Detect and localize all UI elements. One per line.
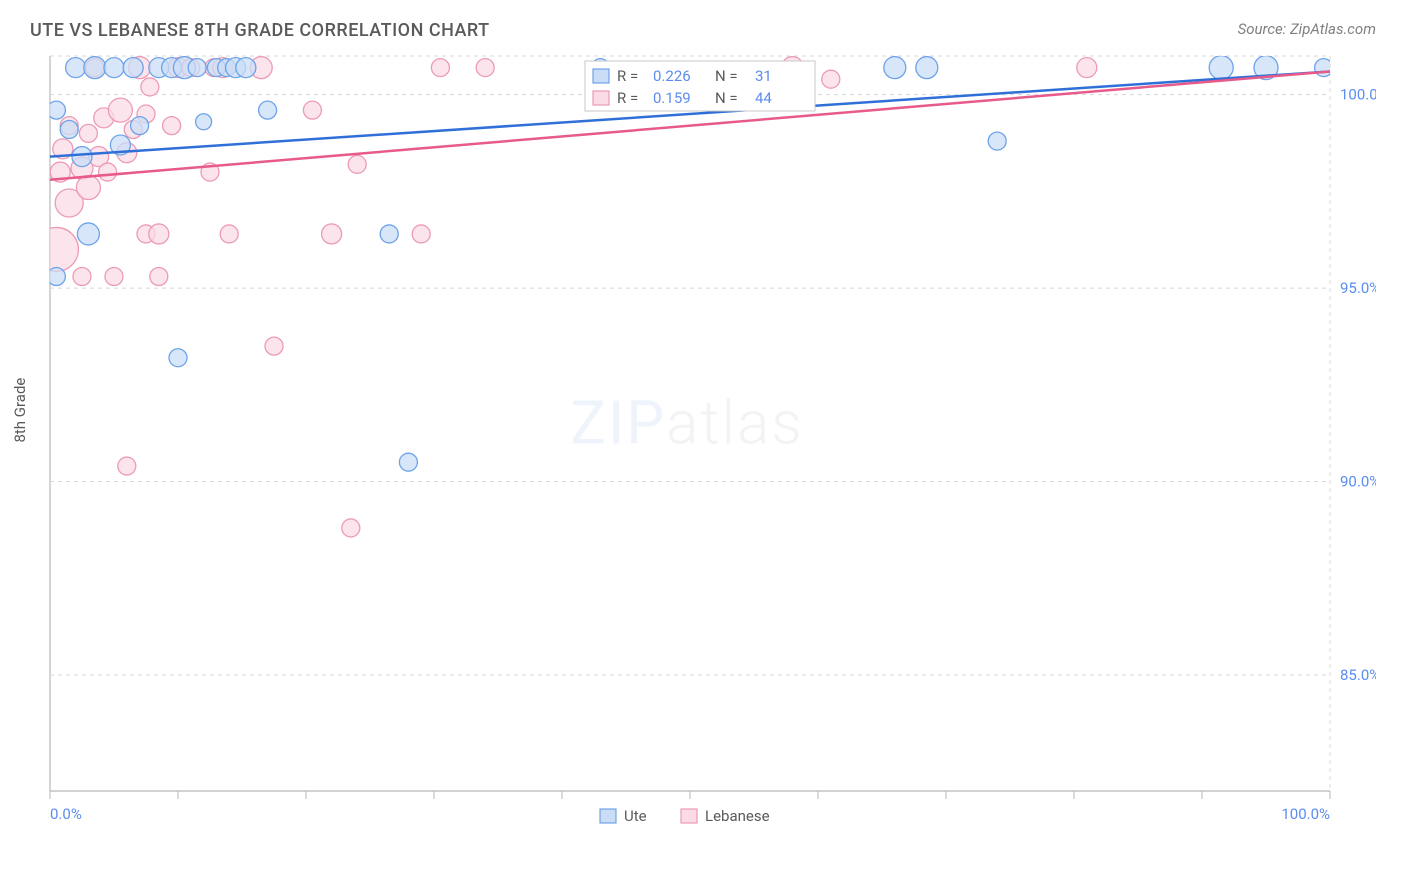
y-axis-label: 8th Grade <box>11 378 29 443</box>
scatter-point <box>104 58 124 78</box>
scatter-point <box>150 268 168 286</box>
scatter-point <box>303 101 321 119</box>
scatter-point <box>259 101 277 119</box>
scatter-point <box>220 225 238 243</box>
svg-text:R =: R = <box>617 67 638 85</box>
legend-label: Lebanese <box>705 807 770 825</box>
scatter-point <box>34 227 78 271</box>
scatter-point <box>66 58 86 78</box>
scatter-point <box>196 114 212 130</box>
scatter-point <box>1077 58 1097 78</box>
scatter-point <box>1315 59 1333 77</box>
scatter-point <box>118 457 136 475</box>
correlation-scatter-chart: 85.0% 90.0% 95.0% 100.0% 0.0% 100.0% ZIPatlas R… <box>30 51 1376 881</box>
scatter-point <box>236 58 256 78</box>
y-tick-label: 100.0% <box>1340 86 1376 104</box>
scatter-point <box>988 132 1006 150</box>
scatter-point <box>73 268 91 286</box>
scatter-point <box>163 117 181 135</box>
scatter-point <box>47 101 65 119</box>
scatter-point <box>342 519 360 537</box>
scatter-point <box>188 59 206 77</box>
scatter-point <box>79 124 97 142</box>
scatter-point <box>108 98 132 122</box>
legend-swatch <box>600 809 616 823</box>
scatter-point <box>822 70 840 88</box>
svg-text:44: 44 <box>755 89 772 107</box>
scatter-point <box>131 117 149 135</box>
scatter-point <box>72 147 92 167</box>
scatter-point <box>149 224 169 244</box>
x-tick-label: 0.0% <box>50 805 82 823</box>
scatter-point <box>399 453 417 471</box>
y-tick-label: 85.0% <box>1340 666 1376 684</box>
scatter-point <box>476 59 494 77</box>
scatter-point <box>99 163 117 181</box>
y-tick-label: 95.0% <box>1340 279 1376 297</box>
x-tick-label: 100.0% <box>1281 805 1330 823</box>
scatter-point <box>431 59 449 77</box>
scatter-point <box>141 78 159 96</box>
svg-text:0.159: 0.159 <box>653 89 691 107</box>
scatter-point <box>380 225 398 243</box>
scatter-point <box>47 268 65 286</box>
scatter-point <box>77 223 99 245</box>
scatter-point <box>76 176 100 200</box>
scatter-point <box>1209 56 1233 80</box>
svg-text:ZIPatlas: ZIPatlas <box>570 388 804 459</box>
stats-legend: R = 0.226 N = 31 R = 0.159 N = 44 <box>585 61 815 111</box>
scatter-point <box>105 268 123 286</box>
scatter-point <box>884 57 906 79</box>
svg-text:31: 31 <box>755 67 772 85</box>
legend-label: Ute <box>624 807 647 825</box>
scatter-point <box>84 57 106 79</box>
scatter-point <box>322 224 342 244</box>
scatter-point <box>169 349 187 367</box>
svg-text:R =: R = <box>617 89 638 107</box>
svg-text:N =: N = <box>715 67 738 85</box>
source-attribution: Source: ZipAtlas.com <box>1238 20 1376 38</box>
svg-text:0.226: 0.226 <box>653 67 691 85</box>
scatter-point <box>348 155 366 173</box>
legend-swatch <box>681 809 697 823</box>
scatter-point <box>123 58 143 78</box>
y-tick-label: 90.0% <box>1340 473 1376 491</box>
chart-title: UTE VS LEBANESE 8TH GRADE CORRELATION CH… <box>30 20 490 41</box>
scatter-point <box>265 337 283 355</box>
scatter-point <box>916 57 938 79</box>
scatter-point <box>60 121 78 139</box>
scatter-point <box>412 225 430 243</box>
svg-text:N =: N = <box>715 89 738 107</box>
